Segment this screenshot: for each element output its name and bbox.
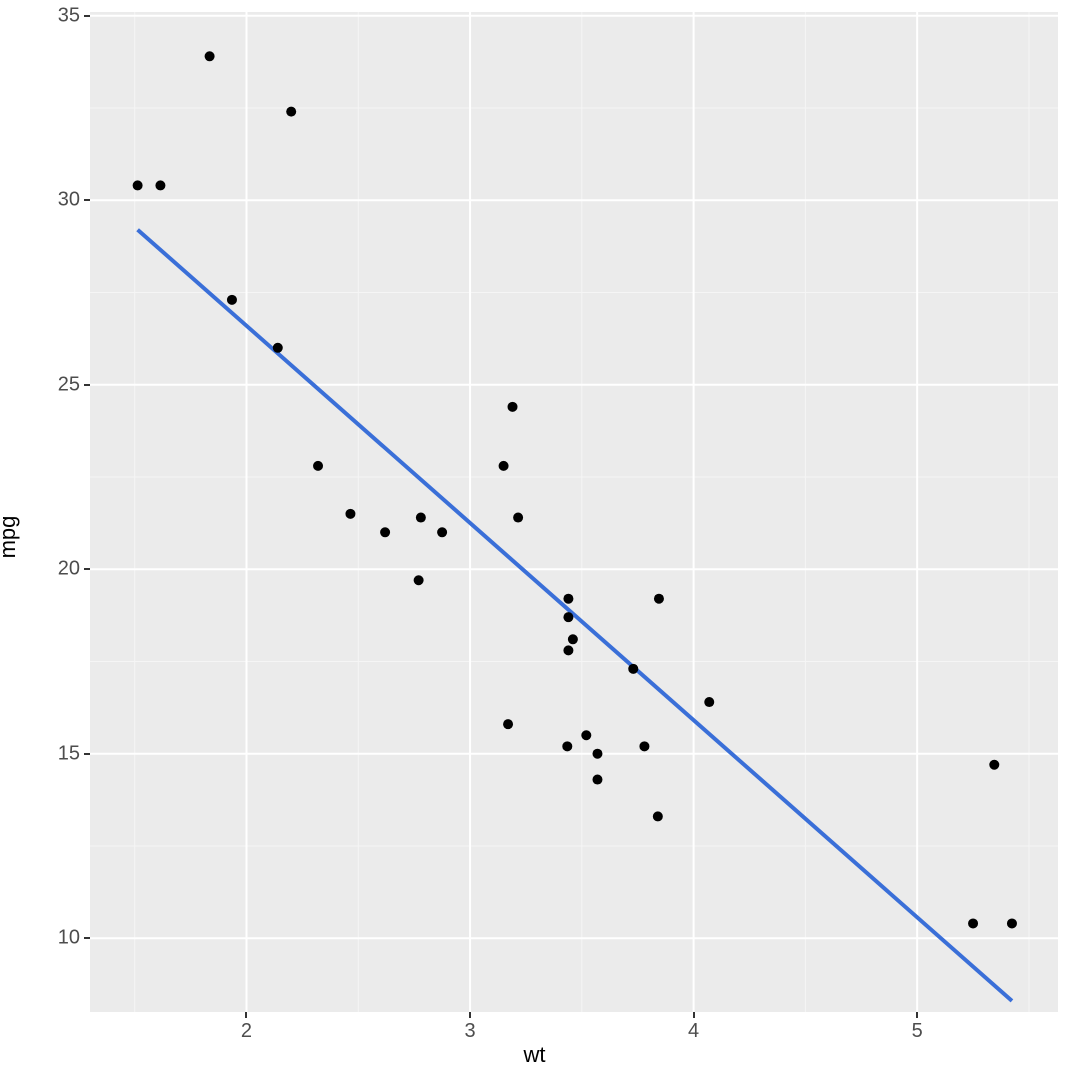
x-tick-label: 2	[241, 1020, 252, 1043]
y-tick-mark	[84, 384, 90, 386]
data-point	[416, 513, 426, 523]
data-point	[227, 295, 237, 305]
data-point	[592, 775, 602, 785]
x-tick-label: 4	[688, 1020, 699, 1043]
panel-background	[90, 12, 1058, 1012]
y-tick-mark	[84, 15, 90, 17]
x-tick-label: 3	[464, 1020, 475, 1043]
data-point	[499, 461, 509, 471]
data-point	[704, 697, 714, 707]
data-point	[513, 513, 523, 523]
data-point	[155, 180, 165, 190]
x-tick-mark	[245, 1012, 247, 1018]
data-point	[286, 107, 296, 117]
y-tick-label: 10	[30, 927, 80, 950]
data-point	[508, 402, 518, 412]
data-point	[581, 730, 591, 740]
y-tick-label: 20	[30, 558, 80, 581]
plot-svg	[90, 12, 1058, 1012]
y-tick-mark	[84, 753, 90, 755]
data-point	[380, 527, 390, 537]
data-point	[563, 645, 573, 655]
data-point	[563, 594, 573, 604]
y-tick-label: 15	[30, 742, 80, 765]
data-point	[133, 180, 143, 190]
data-point	[345, 509, 355, 519]
data-point	[414, 575, 424, 585]
data-point	[989, 760, 999, 770]
data-point	[1007, 918, 1017, 928]
data-point	[562, 741, 572, 751]
x-tick-mark	[693, 1012, 695, 1018]
scatter-chart: mpg wt 10 15 20 25 30 35 2 3 4 5	[0, 0, 1069, 1074]
data-point	[273, 343, 283, 353]
y-tick-mark	[84, 568, 90, 570]
data-point	[437, 527, 447, 537]
data-point	[592, 749, 602, 759]
data-point	[628, 664, 638, 674]
data-point	[639, 741, 649, 751]
x-tick-mark	[916, 1012, 918, 1018]
y-tick-mark	[84, 199, 90, 201]
data-point	[654, 594, 664, 604]
y-tick-mark	[84, 937, 90, 939]
plot-panel	[90, 12, 1058, 1012]
data-point	[653, 811, 663, 821]
data-point	[968, 918, 978, 928]
data-point	[563, 612, 573, 622]
data-point	[503, 719, 513, 729]
y-tick-label: 30	[30, 189, 80, 212]
x-axis-title: wt	[524, 1042, 546, 1068]
data-point	[568, 634, 578, 644]
y-tick-label: 25	[30, 373, 80, 396]
x-tick-mark	[469, 1012, 471, 1018]
x-tick-label: 5	[912, 1020, 923, 1043]
data-point	[313, 461, 323, 471]
data-point	[205, 51, 215, 61]
y-axis-title: mpg	[0, 516, 21, 559]
y-tick-label: 35	[30, 4, 80, 27]
